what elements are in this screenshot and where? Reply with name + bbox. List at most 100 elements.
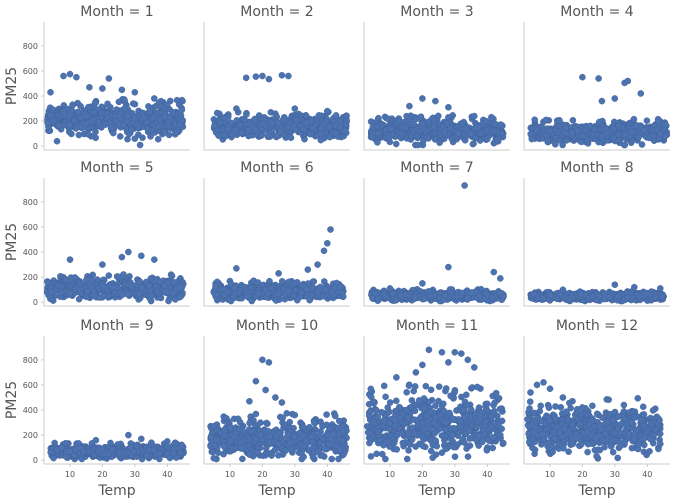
data-point — [542, 116, 550, 124]
data-point — [254, 279, 262, 286]
data-point — [461, 136, 469, 144]
data-point — [86, 84, 93, 91]
data-point — [141, 114, 148, 121]
scatter-points — [210, 226, 347, 305]
y-tick-label: 800 — [23, 198, 38, 207]
data-point — [445, 263, 452, 271]
facet-panel-2: Month = 2 — [203, 4, 351, 151]
scatter-points — [210, 72, 351, 144]
data-point — [458, 289, 466, 297]
data-point — [320, 121, 328, 128]
data-point — [245, 126, 252, 134]
facet-title: Month = 3 — [400, 4, 473, 20]
data-point — [83, 113, 90, 120]
y-axis-label: PM25 — [4, 381, 20, 419]
data-point — [320, 292, 327, 300]
data-point — [579, 73, 586, 81]
data-point — [275, 119, 283, 127]
data-point — [72, 125, 80, 132]
data-point — [150, 446, 158, 454]
data-point — [416, 114, 424, 121]
facet-title: Month = 7 — [400, 160, 473, 176]
data-point — [432, 97, 439, 105]
data-point — [326, 123, 333, 130]
data-point — [657, 285, 664, 292]
data-point — [461, 182, 468, 189]
data-point — [259, 72, 266, 80]
data-point — [469, 140, 477, 148]
data-point — [640, 126, 648, 134]
data-point — [66, 70, 74, 78]
y-tick-label: 600 — [23, 381, 38, 390]
data-point — [443, 120, 451, 127]
data-point — [411, 294, 419, 301]
data-point — [47, 448, 55, 456]
data-point — [128, 126, 135, 133]
x-tick-label: 10 — [225, 470, 235, 479]
data-point — [392, 296, 400, 304]
y-tick-label: 200 — [23, 117, 38, 126]
data-point — [176, 449, 184, 457]
y-tick-label: 600 — [23, 223, 38, 232]
data-point — [47, 288, 55, 296]
data-point — [92, 436, 100, 444]
data-point — [490, 268, 498, 276]
data-point — [431, 136, 439, 143]
data-point — [332, 129, 339, 137]
data-point — [292, 126, 300, 133]
data-point — [630, 115, 638, 123]
data-point — [496, 275, 504, 282]
data-point — [143, 452, 151, 459]
data-point — [84, 288, 91, 295]
facet-panel-8: Month = 8 — [523, 160, 670, 307]
data-point — [57, 289, 65, 296]
data-point — [603, 129, 610, 137]
data-point — [160, 129, 168, 136]
data-point — [156, 449, 163, 457]
data-point — [131, 89, 139, 96]
data-point — [50, 117, 58, 124]
data-point — [615, 122, 622, 130]
data-point — [131, 100, 139, 108]
data-point — [117, 115, 125, 123]
data-point — [211, 122, 218, 129]
data-point — [277, 127, 285, 135]
data-point — [98, 109, 105, 117]
data-point — [445, 104, 452, 111]
data-point — [323, 107, 331, 115]
data-point — [441, 292, 449, 299]
scatter-points — [47, 431, 187, 463]
data-point — [491, 120, 499, 128]
data-point — [598, 97, 606, 105]
data-point — [77, 102, 84, 110]
facet-title: Month = 5 — [80, 160, 153, 176]
data-point — [178, 106, 186, 114]
data-point — [321, 285, 329, 293]
data-point — [421, 295, 428, 303]
data-point — [468, 289, 476, 296]
facet-title: Month = 1 — [80, 4, 153, 20]
facet-panel-6: Month = 6 — [203, 160, 350, 307]
data-point — [146, 108, 153, 116]
data-point — [398, 130, 406, 138]
data-point — [130, 448, 137, 455]
data-point — [83, 293, 90, 301]
data-point — [654, 118, 662, 125]
data-point — [224, 126, 231, 133]
y-tick-label: 400 — [23, 92, 38, 101]
data-point — [147, 275, 155, 282]
data-point — [165, 122, 172, 129]
scatter-points — [207, 356, 350, 463]
data-point — [121, 96, 128, 103]
data-point — [75, 295, 83, 303]
data-point — [247, 284, 255, 292]
y-tick-label: 200 — [23, 431, 38, 440]
data-point — [109, 446, 116, 453]
data-point — [611, 281, 619, 289]
y-axis-label: PM25 — [4, 223, 20, 261]
data-point — [310, 278, 318, 285]
data-point — [163, 101, 171, 109]
data-point — [424, 118, 432, 126]
data-point — [467, 130, 475, 138]
